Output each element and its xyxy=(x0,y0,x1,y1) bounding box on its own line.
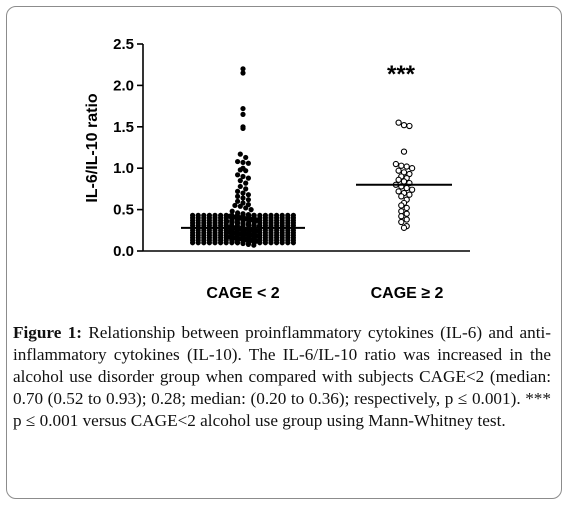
data-point-cage-lt-2 xyxy=(245,197,251,203)
data-point-cage-lt-2 xyxy=(240,190,246,196)
data-point-cage-ge-2 xyxy=(400,121,408,129)
data-point-cage-ge-2 xyxy=(392,160,400,168)
data-point-cage-lt-2 xyxy=(243,186,249,192)
data-point-cage-lt-2 xyxy=(237,178,243,184)
data-point-cage-ge-2 xyxy=(395,188,402,195)
data-point-cage-ge-2 xyxy=(403,184,410,192)
data-point-cage-lt-2 xyxy=(232,202,238,209)
y-tick-label: 1.5 xyxy=(113,119,134,136)
data-point-cage-ge-2 xyxy=(398,162,405,169)
y-ticks: 0.0 0.5 1.0 1.5 2.0 2.5 xyxy=(113,36,143,260)
data-point-cage-ge-2 xyxy=(400,178,408,185)
y-axis-label: IL-6/IL-10 ratio xyxy=(84,93,101,203)
data-point-cage-ge-2 xyxy=(398,213,405,220)
data-point-cage-ge-2 xyxy=(408,186,416,193)
data-point-cage-lt-2 xyxy=(240,195,246,201)
data-point-cage-lt-2 xyxy=(229,208,235,214)
dot-plot-chart: 0.0 0.5 1.0 1.5 2.0 2.5 IL-6/IL-10 ratio CAGE… xyxy=(84,36,470,302)
data-point-cage-lt-2 xyxy=(243,205,249,211)
data-point-cage-lt-2 xyxy=(237,167,243,173)
data-point-cage-lt-2 xyxy=(223,212,229,218)
data-point-cage-ge-2 xyxy=(398,193,405,200)
data-point-cage-lt-2 xyxy=(240,212,246,218)
data-point-cage-lt-2 xyxy=(235,158,241,165)
axis-layer: 0.0 0.5 1.0 1.5 2.0 2.5 IL-6/IL-10 ratio CAGE… xyxy=(84,36,470,302)
data-point-cage-lt-2 xyxy=(257,212,263,218)
data-point-cage-lt-2 xyxy=(240,173,246,180)
y-tick-label: 1.0 xyxy=(113,160,134,177)
significance-annotation: *** xyxy=(387,61,416,88)
figure-caption-text: Relationship between proinflammatory cyt… xyxy=(13,323,552,430)
data-point-cage-lt-2 xyxy=(243,180,249,186)
data-point-cage-ge-2 xyxy=(403,163,410,170)
data-point-cage-ge-2 xyxy=(395,167,402,174)
data-point-cage-lt-2 xyxy=(234,212,240,218)
x-category-label-cage-lt-2: CAGE < 2 xyxy=(206,285,279,302)
data-point-cage-ge-2 xyxy=(398,218,405,226)
data-point-cage-lt-2 xyxy=(248,207,254,213)
data-point-cage-lt-2 xyxy=(218,212,224,218)
figure-caption: Figure 1: Relationship between proinflam… xyxy=(13,322,551,432)
data-point-cage-ge-2 xyxy=(403,216,410,223)
y-tick-label: 0.5 xyxy=(113,202,134,219)
data-point-cage-lt-2 xyxy=(240,159,246,166)
data-point-cage-lt-2 xyxy=(206,212,212,218)
data-point-cage-ge-2 xyxy=(406,191,413,198)
data-point-cage-lt-2 xyxy=(285,212,291,218)
data-point-cage-lt-2 xyxy=(235,198,241,204)
data-point-cage-lt-2 xyxy=(240,66,246,72)
data-point-cage-lt-2 xyxy=(201,212,207,218)
data-point-cage-lt-2 xyxy=(245,192,251,198)
data-point-cage-lt-2 xyxy=(190,212,196,218)
data-point-cage-lt-2 xyxy=(246,212,252,218)
data-point-cage-lt-2 xyxy=(237,183,243,190)
y-tick-label: 2.5 xyxy=(113,36,134,53)
data-point-cage-lt-2 xyxy=(237,203,243,209)
data-point-cage-ge-2 xyxy=(395,176,402,183)
data-point-cage-lt-2 xyxy=(235,188,241,194)
data-point-cage-lt-2 xyxy=(240,125,246,132)
data-point-cage-lt-2 xyxy=(279,212,285,218)
data-point-cage-ge-2 xyxy=(403,204,410,212)
data-point-cage-lt-2 xyxy=(251,212,257,218)
data-point-cage-lt-2 xyxy=(245,175,251,181)
data-point-cage-lt-2 xyxy=(237,151,243,157)
data-point-cage-lt-2 xyxy=(235,193,241,199)
data-point-cage-lt-2 xyxy=(268,212,274,218)
y-tick-label: 2.0 xyxy=(113,77,134,94)
points-layer xyxy=(190,66,416,248)
data-point-cage-ge-2 xyxy=(400,224,408,231)
median-layer xyxy=(181,183,452,229)
figure-label: Figure 1: xyxy=(13,323,83,342)
data-point-cage-lt-2 xyxy=(240,111,246,117)
data-point-cage-lt-2 xyxy=(212,212,218,218)
data-point-cage-ge-2 xyxy=(406,122,413,130)
data-point-cage-ge-2 xyxy=(403,210,410,217)
data-point-cage-lt-2 xyxy=(245,160,251,166)
data-point-cage-lt-2 xyxy=(235,172,241,178)
data-point-cage-lt-2 xyxy=(240,70,246,76)
data-point-cage-lt-2 xyxy=(290,212,296,218)
data-point-cage-ge-2 xyxy=(395,119,402,126)
data-point-cage-lt-2 xyxy=(240,105,246,112)
data-point-cage-lt-2 xyxy=(195,212,201,218)
data-point-cage-lt-2 xyxy=(243,168,249,174)
data-point-cage-ge-2 xyxy=(398,202,405,209)
data-point-cage-lt-2 xyxy=(262,212,268,218)
figure-frame xyxy=(6,6,562,499)
data-point-cage-lt-2 xyxy=(274,212,280,218)
data-point-cage-ge-2 xyxy=(408,165,416,172)
y-tick-label: 0.0 xyxy=(113,243,134,260)
data-point-cage-lt-2 xyxy=(229,212,235,218)
data-point-cage-lt-2 xyxy=(243,154,249,161)
data-point-cage-ge-2 xyxy=(400,148,408,155)
x-category-label-cage-ge-2: CAGE ≥ 2 xyxy=(371,285,444,302)
